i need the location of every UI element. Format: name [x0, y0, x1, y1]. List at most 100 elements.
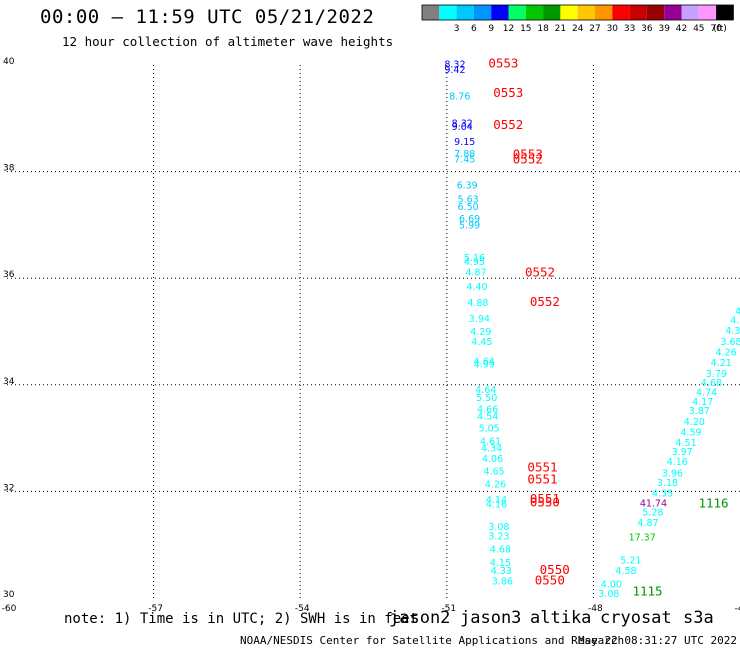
wave-height-value: 5.21	[620, 555, 641, 566]
legend-label: 45	[693, 24, 704, 34]
wave-height-value: 3.68	[720, 337, 740, 348]
legend-swatch	[716, 5, 734, 20]
legend-swatch	[473, 5, 492, 20]
legend-label: 33	[624, 24, 635, 34]
wave-height-value: 3.23	[488, 531, 509, 542]
pass-time-label: 0551	[527, 460, 557, 475]
wave-height-value: 6.69	[459, 214, 480, 225]
satellite-s3a: s3a	[683, 608, 714, 628]
wave-height-value: 4.20	[684, 417, 705, 428]
legend-swatch	[629, 5, 647, 20]
x-tick-label: -54	[295, 604, 310, 614]
wave-height-value: 4.26	[485, 480, 506, 491]
x-tick-label: -60	[2, 604, 17, 614]
chart-subtitle: 12 hour collection of altimeter wave hei…	[62, 34, 394, 49]
wave-height-value: 5.50	[476, 393, 497, 404]
pass-time-label: 0550	[540, 562, 570, 577]
legend-swatch	[681, 5, 699, 20]
wave-height-value: 5.63	[458, 195, 479, 206]
wave-height-value: 3.94	[469, 314, 490, 325]
legend-swatch	[543, 5, 561, 20]
legend-swatch	[525, 5, 544, 20]
legend-swatch	[612, 5, 630, 20]
legend-swatch	[456, 5, 474, 20]
wave-height-value: 4.14	[486, 495, 507, 506]
wave-height-value: 4.33	[491, 566, 512, 577]
x-tick-label: -45	[735, 604, 740, 614]
pass-time-label: 0553	[513, 146, 543, 161]
legend-label: 39	[658, 24, 670, 34]
wave-height-value: 41.74	[640, 498, 667, 509]
wave-height-value: 7.45	[454, 155, 475, 166]
wave-height-value: 6.39	[457, 181, 478, 192]
y-tick-label: 32	[3, 483, 14, 493]
legend-label: 70	[710, 24, 722, 34]
wave-height-value: 3.08	[488, 522, 509, 533]
legend-label: 30	[607, 24, 619, 34]
wave-height-value: 9.04	[452, 122, 473, 133]
wave-height-value: 4.21	[711, 358, 732, 369]
legend-swatch	[422, 5, 440, 20]
wave-height-value: 3.08	[598, 589, 619, 600]
wave-height-value: 4.3	[730, 316, 740, 327]
wave-height-value: 6.50	[458, 202, 479, 213]
y-tick-label: 34	[3, 377, 15, 387]
x-tick-label: -57	[148, 604, 163, 614]
pass-time-label: 0552	[525, 265, 555, 280]
wave-height-value: 3.86	[492, 577, 513, 588]
legend-swatch	[595, 5, 613, 20]
wave-height-value: 4.45	[471, 337, 492, 348]
wave-height-value: 3.18	[657, 478, 678, 489]
legend-swatch	[577, 5, 595, 20]
legend-swatch	[560, 5, 578, 20]
pass-time-label: 0552	[493, 117, 523, 132]
wave-height-value: 4.58	[615, 566, 636, 577]
wave-height-value: 9.42	[444, 65, 465, 76]
pass-time-label: 0552	[513, 152, 543, 167]
footnote: note: 1) Time is in UTC; 2) SWH is in fe…	[64, 611, 419, 627]
wave-height-value: 4.35	[652, 489, 673, 500]
wave-height-value: 4.87	[637, 518, 658, 529]
pass-time-label: 0552	[530, 294, 560, 309]
chart-title: 00:00 – 11:59 UTC 05/21/2022	[40, 6, 375, 28]
generated-timestamp: May 22 08:31:27 UTC 2022	[578, 634, 737, 647]
wave-height-value: 3.96	[662, 468, 683, 479]
pass-time-label: 0550	[530, 494, 560, 509]
x-tick-label: -48	[588, 604, 603, 614]
wave-height-value: 4.00	[601, 579, 622, 590]
wave-height-value: 4.40	[466, 282, 487, 293]
legend-swatch	[439, 5, 457, 20]
wave-height-value: 4.64	[475, 385, 496, 396]
wave-height-value: 4.34	[481, 443, 502, 454]
y-tick-label: 40	[3, 57, 15, 67]
pass-time-label: 1116	[698, 495, 728, 510]
pass-time-label: 1115	[632, 583, 662, 598]
wave-height-value: 4.99	[474, 360, 495, 371]
wave-height-value: 5.05	[479, 424, 500, 435]
legend-label: 36	[641, 24, 653, 34]
wave-height-value: 4.87	[465, 268, 486, 279]
y-tick-label: 30	[3, 590, 15, 600]
wave-height-value: 4.65	[483, 466, 504, 477]
wave-height-value: 3.79	[706, 369, 727, 380]
x-tick-label: -51	[441, 604, 456, 614]
wave-height-value: 4.68	[490, 545, 511, 556]
pass-time-label: 0553	[488, 56, 518, 71]
wave-height-value: 4.95	[464, 257, 485, 268]
wave-height-value: 7.88	[454, 149, 475, 160]
legend-swatch	[698, 5, 717, 20]
wave-height-value: 4.26	[716, 347, 737, 358]
wave-height-value: 8.76	[449, 92, 470, 103]
pass-time-label: 0551	[530, 491, 560, 506]
satellite-jason3: jason3	[460, 608, 522, 628]
wave-height-value: 4.06	[482, 454, 503, 465]
wave-height-value: 3.87	[689, 406, 710, 417]
credit-line: NOAA/NESDIS Center for Satellite Applica…	[240, 634, 625, 647]
wave-height-value: 8.32	[444, 60, 465, 71]
wave-height-value: 4.3	[725, 326, 740, 337]
wave-height-value: 3.97	[672, 447, 693, 458]
wave-height-value: 4.29	[470, 327, 491, 338]
legend-swatch	[491, 5, 509, 20]
wave-height-value: 9.15	[454, 137, 475, 148]
